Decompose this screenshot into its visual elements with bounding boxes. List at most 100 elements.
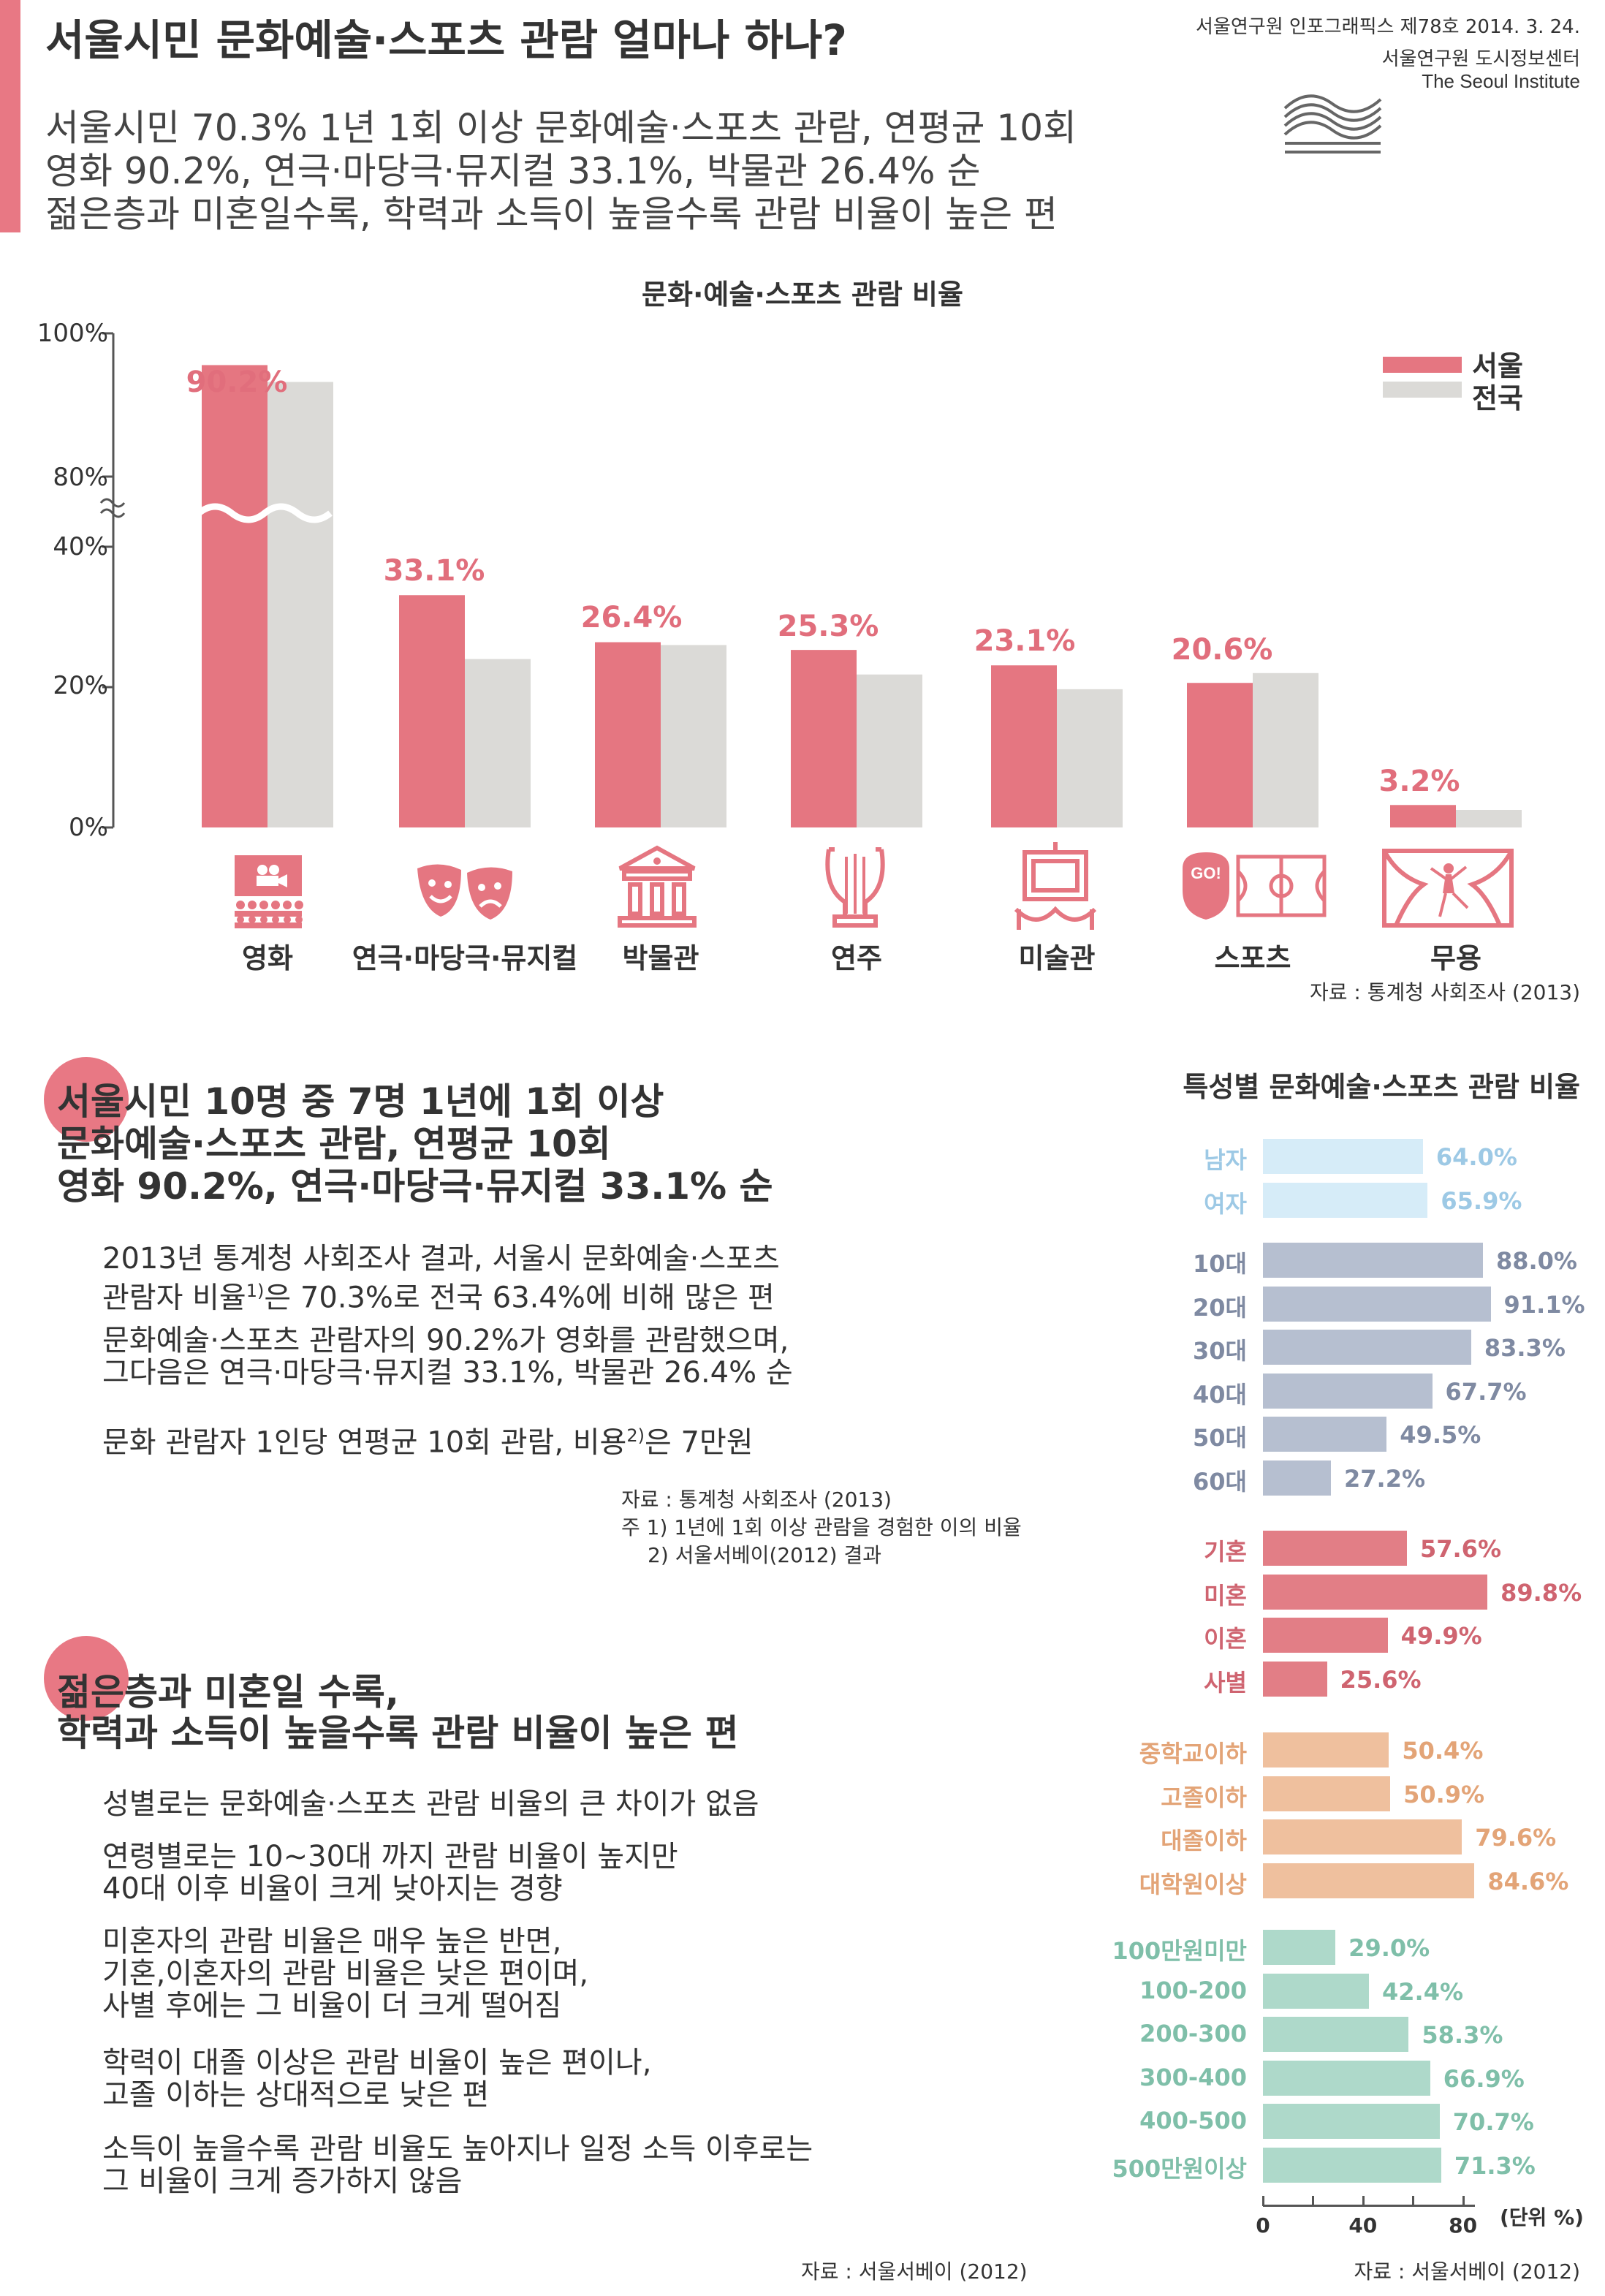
hbar-category-label: 이혼 <box>1204 1625 1247 1653</box>
x-tick-mark <box>1462 2196 1465 2206</box>
category-label: 영화 <box>242 942 293 974</box>
hbar-value-label: 89.8% <box>1500 1578 1582 1607</box>
hbar-value-label: 70.7% <box>1452 2108 1534 2136</box>
hbar-value-label: 83.3% <box>1484 1334 1566 1362</box>
bar-seoul-2 <box>595 642 661 827</box>
hbar-100-200 <box>1263 1973 1369 2009</box>
svg-text:GO!: GO! <box>1191 864 1221 882</box>
bar-break-wave <box>197 503 333 523</box>
hbar-category-label: 대졸이하 <box>1161 1827 1247 1854</box>
section2-heading-line-2: 학력과 소득이 높을수록 관람 비율이 높은 편 <box>57 1712 739 1754</box>
hbar-30대 <box>1263 1330 1471 1365</box>
section1-footnote-1: 주 1) 1년에 1회 이상 관람을 경험한 이의 비율 <box>621 1515 1022 1539</box>
section2-heading-line-1: 젊은층과 미혼일 수록, <box>57 1671 399 1713</box>
hbar-category-label: 대학원이상 <box>1139 1870 1247 1898</box>
x-tick-mark <box>1312 2196 1315 2206</box>
cinema-icon <box>235 855 303 928</box>
hbar-category-label: 50대 <box>1193 1424 1247 1452</box>
hbar-value-label: 50.4% <box>1402 1737 1484 1765</box>
hbar-category-label: 400-500 <box>1139 2107 1247 2134</box>
hbar-category-label: 여자 <box>1204 1189 1247 1218</box>
bar-seoul-3 <box>791 650 857 827</box>
hbar-이혼 <box>1263 1618 1388 1653</box>
stadium-icon: GO! <box>1183 852 1327 920</box>
hbar-value-label: 71.3% <box>1454 2151 1536 2180</box>
bar-seoul-5 <box>1187 683 1253 827</box>
footnote-ref: 1) <box>246 1281 265 1301</box>
side-chart-source: 자료 : 서울서베이 (2012) <box>1354 2259 1580 2284</box>
bar-national-6 <box>1456 810 1522 827</box>
hbar-category-label: 500만원이상 <box>1112 2154 1247 2183</box>
section2-paragraph-3-line-3: 사별 후에는 그 비율이 더 크게 떨어짐 <box>102 1989 562 2023</box>
hbar-400-500 <box>1263 2104 1440 2139</box>
hbar-category-label: 중학교이하 <box>1139 1740 1247 1768</box>
y-tick-label: 80% <box>53 463 108 492</box>
bar-national-2 <box>661 645 726 827</box>
y-tick-label: 40% <box>53 532 108 561</box>
org-name-kr: 서울연구원 도시정보센터 <box>1381 48 1580 70</box>
bar-seoul-4 <box>991 665 1057 827</box>
category-label: 미술관 <box>1018 942 1096 974</box>
hbar-10대 <box>1263 1243 1483 1278</box>
x-tick-mark <box>1412 2196 1415 2206</box>
legend-swatch-national <box>1383 382 1462 398</box>
hbar-category-label: 20대 <box>1193 1293 1247 1322</box>
hbar-기혼 <box>1263 1531 1407 1566</box>
hbar-value-label: 42.4% <box>1382 1977 1464 2006</box>
section1-source: 자료 : 통계청 사회조사 (2013) <box>621 1488 892 1512</box>
section2-paragraph-4-line-1: 학력이 대졸 이상은 관람 비율이 높은 편이나, <box>102 2046 652 2080</box>
section2-paragraph-3-line-1: 미혼자의 관람 비율은 매우 높은 반면, <box>102 1925 562 1958</box>
lyre-icon <box>825 847 885 928</box>
side-chart-title: 특성별 문화예술·스포츠 관람 비율 <box>1183 1071 1580 1103</box>
hbar-value-label: 66.9% <box>1443 2064 1525 2093</box>
legend-swatch-seoul <box>1383 357 1462 373</box>
category-label: 무용 <box>1430 942 1481 974</box>
hbar-대졸이하 <box>1263 1819 1462 1854</box>
hbar-value-label: 29.0% <box>1348 1934 1430 1962</box>
value-label: 26.4% <box>580 601 683 634</box>
legend-label-national: 전국 <box>1472 382 1523 414</box>
hbar-value-label: 50.9% <box>1403 1780 1485 1808</box>
x-tick-mark <box>1262 2196 1264 2206</box>
footnote-ref: 2) <box>626 1425 645 1446</box>
hbar-20대 <box>1263 1286 1491 1322</box>
subtitle-line-2: 영화 90.2%, 연극·마당극·뮤지컬 33.1%, 박물관 26.4% 순 <box>45 150 981 192</box>
org-name-en: The Seoul Institute <box>1422 70 1580 92</box>
hbar-60대 <box>1263 1460 1332 1496</box>
hbar-고졸이하 <box>1263 1776 1391 1811</box>
hbar-value-label: 49.5% <box>1400 1421 1481 1449</box>
section-marker-circle <box>44 1636 129 1721</box>
hbar-category-label: 사별 <box>1204 1668 1247 1697</box>
hbar-value-label: 27.2% <box>1344 1464 1426 1493</box>
hbar-value-label: 57.6% <box>1419 1535 1501 1563</box>
bar-national-4 <box>1057 689 1123 827</box>
hbar-category-label: 200-300 <box>1139 2020 1247 2047</box>
bar-seoul-1 <box>399 595 465 827</box>
bar-national-5 <box>1253 672 1318 827</box>
hbar-category-label: 기혼 <box>1204 1538 1247 1566</box>
axis-break-mark <box>99 498 126 518</box>
hbar-category-label: 고졸이하 <box>1161 1783 1247 1811</box>
section2-paragraph-4-line-2: 고졸 이하는 상대적으로 낮은 편 <box>102 2078 490 2112</box>
title-accent-bar <box>0 0 20 232</box>
hbar-category-label: 100-200 <box>1139 1976 1247 2004</box>
category-label: 연극·마당극·뮤지컬 <box>352 942 578 974</box>
section2-paragraph-2-line-1: 연령별로는 10~30대 까지 관람 비율이 높지만 <box>102 1840 678 1873</box>
hbar-대학원이상 <box>1263 1863 1475 1898</box>
section1-footnote-2: 2) 서울서베이(2012) 결과 <box>648 1543 881 1567</box>
hbar-50대 <box>1263 1417 1387 1452</box>
hbar-category-label: 30대 <box>1193 1337 1247 1365</box>
value-label: 23.1% <box>974 624 1076 658</box>
section1-heading-line-3: 영화 90.2%, 연극·마당극·뮤지컬 33.1% 순 <box>57 1165 773 1208</box>
bar-seoul-6 <box>1390 805 1456 827</box>
x-tick-label: 80 <box>1449 2213 1478 2238</box>
museum-icon <box>618 845 697 928</box>
hbar-value-label: 65.9% <box>1441 1186 1522 1215</box>
hbar-category-label: 미혼 <box>1204 1581 1247 1610</box>
hbar-category-label: 40대 <box>1193 1380 1247 1409</box>
hbar-중학교이하 <box>1263 1732 1389 1768</box>
hbar-category-label: 300-400 <box>1139 2063 1247 2091</box>
y-tick-label: 20% <box>53 671 108 700</box>
hbar-value-label: 79.6% <box>1475 1824 1557 1852</box>
section2-paragraph-2-line-2: 40대 이후 비율이 크게 낮아지는 경향 <box>102 1872 563 1906</box>
